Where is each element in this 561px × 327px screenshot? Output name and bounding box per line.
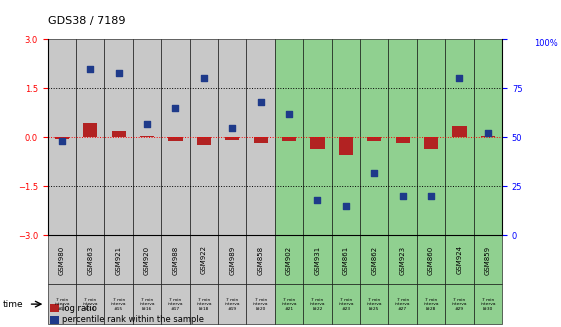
Bar [83,123,98,137]
Text: 7 min
interva
#19: 7 min interva #19 [224,298,240,311]
Text: GSM859: GSM859 [485,245,491,275]
Bar [112,131,126,137]
Bar [452,126,467,137]
Point [484,131,493,136]
Text: GSM921: GSM921 [116,245,122,275]
Text: 7 min
interva
#27: 7 min interva #27 [395,298,411,311]
Text: GSM924: GSM924 [457,246,462,274]
Text: time: time [3,300,24,309]
Text: 7 min
interva
#23: 7 min interva #23 [338,298,353,311]
Text: 7 min
interva
#17: 7 min interva #17 [168,298,183,311]
Text: GSM980: GSM980 [59,245,65,275]
Point [142,121,151,126]
Bar [140,136,154,137]
Bar [424,137,438,149]
Text: GSM863: GSM863 [88,245,93,275]
Bar [282,137,296,141]
Text: GDS38 / 7189: GDS38 / 7189 [48,16,125,26]
Bar [310,137,325,149]
Bar [367,137,381,141]
Text: GSM931: GSM931 [315,245,320,275]
Text: GSM862: GSM862 [371,245,378,275]
Point [256,99,265,105]
Point [86,66,95,71]
Text: 7 min
interva
I#16: 7 min interva I#16 [139,298,155,311]
Text: 7 min
interva
I#20: 7 min interva I#20 [253,298,269,311]
Text: GSM858: GSM858 [257,245,264,275]
Point [398,194,407,199]
Text: 7 min
interva
#29: 7 min interva #29 [452,298,467,311]
Text: 100%: 100% [534,39,558,48]
Point [342,203,351,209]
Text: log ratio: log ratio [62,304,96,313]
Bar [55,137,69,139]
Point [114,70,123,75]
Point [370,170,379,175]
Bar [396,137,410,143]
Text: GSM922: GSM922 [201,246,207,274]
Text: GSM860: GSM860 [428,245,434,275]
Bar [339,137,353,155]
Point [284,111,293,116]
Point [171,105,180,111]
Text: GSM902: GSM902 [286,245,292,275]
Text: GSM989: GSM989 [229,245,235,275]
Text: 7 min
interva
I#14: 7 min interva I#14 [82,298,98,311]
Text: GSM861: GSM861 [343,245,349,275]
Text: 7 min
interva
I#30: 7 min interva I#30 [480,298,496,311]
Bar [197,137,211,145]
Text: 7 min
interva
I#25: 7 min interva I#25 [366,298,382,311]
Bar [254,137,268,143]
Point [455,76,464,81]
Text: 7 min
interva
#21: 7 min interva #21 [281,298,297,311]
Text: 7 min
interva
I#22: 7 min interva I#22 [310,298,325,311]
Text: 7 min
interva
I#18: 7 min interva I#18 [196,298,211,311]
Text: GSM923: GSM923 [399,245,406,275]
Text: 7 min
interva
I#28: 7 min interva I#28 [424,298,439,311]
Text: 7 min
interva
#15: 7 min interva #15 [111,298,126,311]
Point [228,125,237,130]
Text: 7 min
interva
#13: 7 min interva #13 [54,298,70,311]
Point [57,139,66,144]
Point [313,198,322,203]
Text: percentile rank within the sample: percentile rank within the sample [62,315,204,324]
Bar [481,136,495,137]
Point [426,194,435,199]
Text: GSM920: GSM920 [144,245,150,275]
Bar [168,137,182,141]
Point [199,76,208,81]
Bar [225,137,240,140]
Text: GSM988: GSM988 [172,245,178,275]
